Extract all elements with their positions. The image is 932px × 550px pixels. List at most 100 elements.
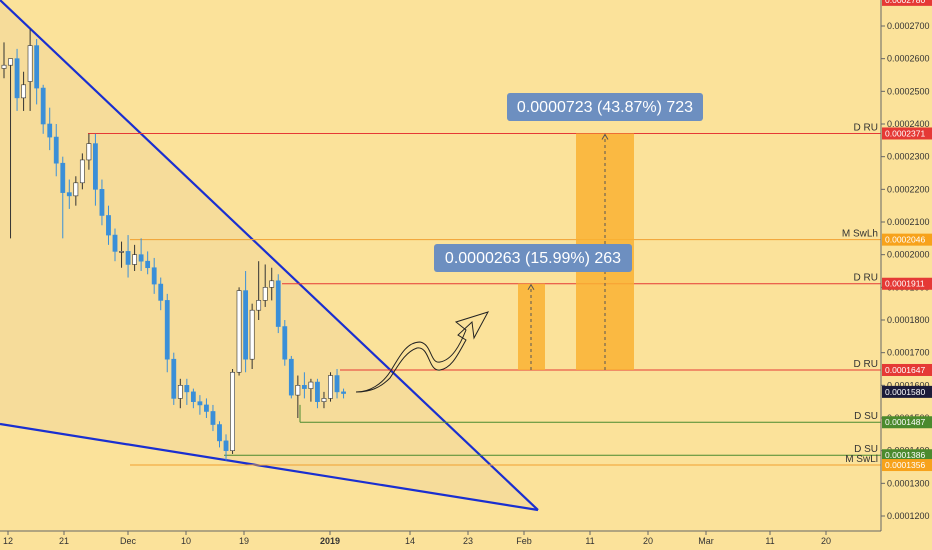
candle-down [99,189,105,216]
candle-up [73,182,79,197]
candle-up [27,45,33,82]
candle-down [34,45,40,89]
candle-up [8,58,13,66]
candle-down [301,385,307,389]
candle-down [315,381,320,402]
candle-down [112,234,118,252]
target-arrowhead-icon [527,283,535,290]
target-callout-label: 0.0000723 (43.87%) 723 [517,99,693,116]
top-price-badge [882,0,932,6]
candle-up [119,251,124,253]
level-price-badge [882,127,932,140]
price-tick-label: 0.0001700 [887,348,930,358]
candle-up [230,371,235,451]
price-tick-label: 0.0002100 [887,217,930,227]
wedge-lower-trendline [0,422,539,512]
level-name-label: D RU [854,273,878,284]
price-tick-label: 0.0002600 [887,54,930,64]
candle-down [125,251,131,265]
time-tick-label: 11 [765,536,774,546]
target-arrowhead-icon [601,133,609,140]
candle-down [341,391,346,394]
candle-down [138,254,144,262]
price-tick-label: 0.0002700 [887,21,930,31]
candlesticks [1,29,346,461]
time-tick-label: 23 [463,536,473,546]
level-price-badge [882,233,932,246]
candle-up [308,381,314,389]
candle-down [14,58,20,99]
level-price-badge [882,449,932,462]
candle-down [275,280,281,327]
candle-down [158,283,164,301]
candle-up [236,290,242,373]
candle-down [334,375,340,393]
forecast-path-arrow-icon [355,311,490,393]
candle-down [171,358,177,399]
level-name-label: D SU [854,444,878,455]
time-axis-bg [0,531,881,550]
candle-down [288,358,294,396]
candle-down [282,326,288,360]
price-tick-label: 0.0002300 [887,152,930,162]
level-price-badge [882,459,932,472]
level-name-label: D RU [854,122,878,133]
candle-down [197,401,203,406]
target-callout [507,93,703,121]
level-name-label: D RU [854,359,878,370]
candle-up [295,385,301,396]
level-name-label: M SwLl [845,454,878,465]
level-name-label: D SU [854,411,878,422]
target-callout-label: 0.0000263 (15.99%) 263 [445,250,621,267]
candle-up [177,385,183,399]
level-price-badge [882,416,932,429]
candle-up [86,143,92,161]
price-tick-label: 0.0001600 [887,380,930,390]
price-tick-label: 0.0001300 [887,478,930,488]
candle-down [190,391,196,402]
candle-down [217,424,222,442]
level-price-badge-label: 0.0001386 [885,450,925,460]
level-price-badge-label: 0.0002371 [885,128,925,138]
time-tick-label: 12 [3,536,13,546]
level-name-label: M SwLh [842,229,878,240]
candle-down [145,260,151,269]
time-tick-label: 2019 [320,536,340,546]
candle-down [223,440,229,451]
top-price-badge-label: 0.0002780 [885,0,925,5]
level-price-badge [882,277,932,290]
candle-down [47,123,53,138]
level-price-badge-label: 0.0001356 [885,460,925,470]
time-tick-label: 14 [405,536,415,546]
level-price-badge [882,363,932,376]
time-tick-label: Mar [698,536,714,546]
level-price-badge-label: 0.0001647 [885,365,925,375]
candle-up [321,398,327,402]
price-tick-label: 0.0001200 [887,511,930,521]
price-tick-label: 0.0002400 [887,119,930,129]
candle-down [164,300,170,360]
candle-up [132,254,137,265]
time-tick-label: 20 [643,536,653,546]
time-tick-label: 10 [181,536,191,546]
candle-down [210,411,216,425]
target-callout [434,244,632,272]
candle-down [93,143,98,190]
candle-up [21,84,26,99]
candle-down [60,162,66,193]
price-tick-label: 0.0002000 [887,250,930,260]
time-tick-label: Feb [516,536,532,546]
candle-up [256,300,262,311]
candle-up [1,64,7,69]
price-axis: 0.00012000.00013000.00014000.00015000.00… [880,0,932,550]
wedge-upper-trendline [0,0,539,511]
time-tick-label: Dec [120,536,137,546]
price-tick-label: 0.0001800 [887,315,930,325]
candle-down [53,136,59,164]
level-price-badge-label: 0.0001487 [885,417,925,427]
price-tick-label: 0.0002200 [887,184,930,194]
candle-up [269,280,275,288]
time-tick-label: 21 [59,536,69,546]
